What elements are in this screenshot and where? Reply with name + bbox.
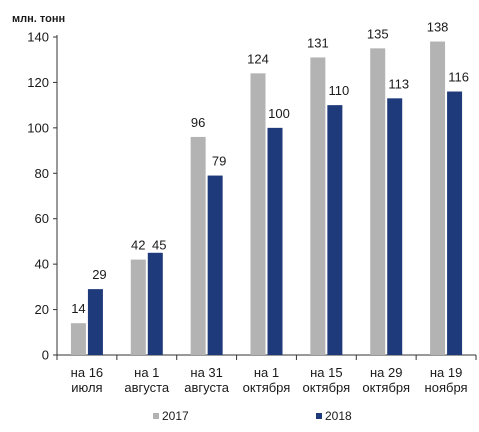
data-label-2017: 135 [367,26,389,41]
bar-2017 [251,73,266,355]
category-label-line1: на 16 [71,365,103,380]
category-label-line2: августа [184,380,230,395]
category-label-line1: на 29 [370,365,402,380]
data-label-2018: 110 [328,83,349,98]
legend-item-2018-swatch [316,413,322,419]
y-tick-label: 80 [35,166,49,181]
bar-2018 [447,92,462,355]
y-tick-label: 140 [27,30,49,45]
category-label-line2: августа [124,380,170,395]
data-label-2017: 138 [427,20,449,35]
data-label-2018: 100 [268,106,290,121]
category-label-line2: октября [303,380,351,395]
bar-2018 [327,105,342,355]
legend-item-2018-label: 2018 [325,409,352,423]
category-label-line1: на 1 [134,365,159,380]
category-label-line2: октября [243,380,291,395]
category-label-line2: октября [362,380,410,395]
bar-2017 [430,42,445,355]
data-label-2018: 113 [388,76,409,91]
bar-2018 [148,253,163,355]
data-label-2017: 124 [247,51,269,66]
category-label-line2: ноября [425,380,468,395]
y-tick-label: 0 [42,348,49,363]
bar-2018 [208,176,223,355]
unit-label: млн. тонн [12,13,65,25]
data-label-2018: 79 [212,154,226,169]
bar-2018 [88,289,103,355]
data-label-2017: 131 [307,35,329,50]
category-label-line2: июля [71,380,102,395]
bar-2018 [268,128,283,355]
data-label-2018: 116 [448,70,469,85]
category-label-line1: на 1 [254,365,279,380]
bar-2017 [370,48,385,355]
y-tick-label: 20 [35,302,49,317]
data-label-2017: 14 [71,301,85,316]
y-tick-label: 120 [27,75,49,90]
y-tick-label: 100 [27,120,49,135]
data-label-2017: 96 [191,115,205,130]
data-label-2018: 29 [92,267,106,282]
legend-item-2017-swatch [153,413,159,419]
bar-2017 [71,323,86,355]
bar-2017 [131,260,146,355]
data-label-2018: 45 [152,238,166,253]
category-label-line1: на 19 [430,365,462,380]
bar-2017 [191,137,206,355]
category-label-line1: на 15 [310,365,342,380]
y-tick-label: 60 [35,211,49,226]
data-label-2017: 42 [131,238,145,253]
y-tick-label: 40 [35,257,49,272]
legend: 2017 2018 [153,409,352,423]
legend-item-2017-label: 2017 [162,409,189,423]
category-label-line1: на 31 [190,365,222,380]
bar-2018 [387,98,402,355]
bar-2017 [310,57,325,355]
